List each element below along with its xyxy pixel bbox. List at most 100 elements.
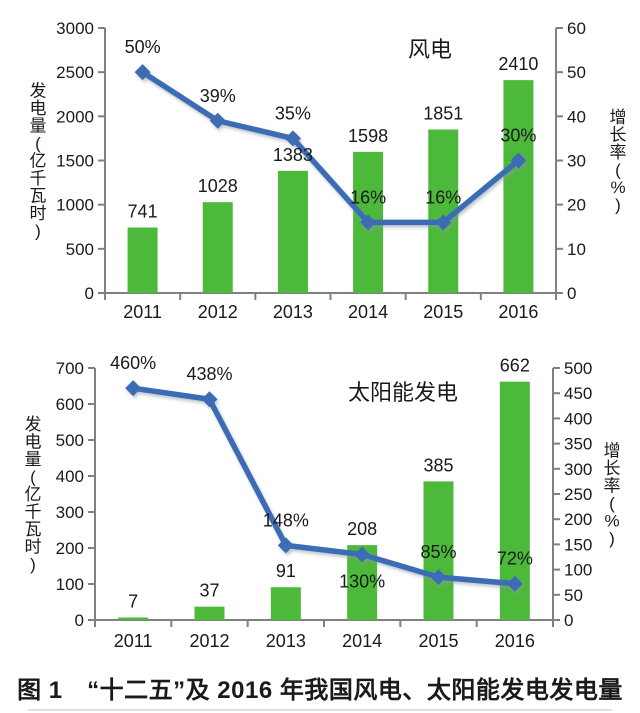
- x-axis-category-label: 2013: [266, 631, 306, 651]
- left-axis-title-char: 千: [30, 169, 47, 188]
- left-axis-title-char: ): [35, 222, 41, 241]
- left-axis-tick-label: 1000: [56, 196, 94, 215]
- right-axis-tick-label: 400: [564, 409, 592, 428]
- left-axis-title-char: 瓦: [30, 187, 47, 206]
- line-marker: [277, 537, 294, 554]
- growth-rate-label: 16%: [425, 187, 461, 207]
- generation-bar: [202, 202, 233, 293]
- growth-rate-label: 16%: [350, 187, 386, 207]
- right-axis-tick-label: 50: [567, 63, 586, 82]
- growth-rate-label: 438%: [186, 364, 232, 384]
- x-axis-category-label: 2016: [498, 302, 538, 322]
- growth-line: [130, 385, 518, 587]
- growth-rate-label: 85%: [420, 542, 456, 562]
- chart-wind: 0 500 1000 1500 2000 2500 3000 0 10 20 30 40 50 60 201…: [30, 19, 627, 322]
- right-axis-tick-label: 40: [567, 107, 586, 126]
- bar-value-label: 741: [128, 202, 158, 222]
- bar-value-label: 91: [276, 561, 296, 581]
- generation-bar: [270, 587, 301, 620]
- right-axis-title-char: ): [615, 195, 621, 214]
- bottom-divider: [28, 709, 612, 711]
- right-axis-tick-label: 150: [564, 535, 592, 554]
- left-axis-tick-label: 0: [85, 284, 94, 303]
- left-axis-title-char: 亿: [25, 485, 42, 504]
- right-axis-tick-label: 100: [564, 561, 592, 580]
- left-axis-tick-label: 2000: [56, 107, 94, 126]
- generation-bar: [127, 227, 158, 293]
- growth-line-group: [134, 64, 527, 231]
- right-axis-tick-label: 60: [567, 19, 586, 38]
- right-axis-title-char: 增: [604, 441, 621, 460]
- left-axis-title-char: 电: [25, 433, 42, 452]
- x-axis-category-label: 2012: [189, 631, 229, 651]
- growth-rate-label: 460%: [110, 353, 156, 373]
- line-marker: [284, 130, 301, 147]
- left-axis-tick-label: 600: [56, 395, 84, 414]
- x-axis-category-label: 2015: [418, 631, 458, 651]
- right-axis-tick-label: 500: [564, 359, 592, 378]
- left-axis-tick-label: 500: [56, 431, 84, 450]
- left-axis-title-char: 量: [25, 450, 42, 469]
- x-axis-category-label: 2012: [198, 302, 238, 322]
- growth-rate-label: 35%: [275, 103, 311, 123]
- bar-value-label: 37: [199, 581, 219, 601]
- left-axis-tick-label: 700: [56, 359, 84, 378]
- bar-value-label: 662: [500, 356, 530, 376]
- right-axis-title-char: 增: [610, 108, 627, 127]
- figure-caption: 图 1 “十二五”及 2016 年我国风电、太阳能发电发电量: [17, 677, 623, 704]
- bar-value-label: 208: [347, 519, 377, 539]
- left-axis-title-char: 时: [25, 538, 42, 557]
- left-axis-title-char: (: [35, 134, 41, 153]
- line-marker: [125, 380, 142, 397]
- left-axis-title-char: ): [30, 555, 36, 574]
- right-axis-title-char: (: [615, 160, 621, 179]
- right-axis-title-char: 率: [604, 476, 621, 495]
- right-axis-tick-label: 20: [567, 196, 586, 215]
- bar-value-label: 2410: [498, 54, 538, 74]
- left-axis-tick-label: 0: [75, 611, 84, 630]
- bar-value-label: 1028: [198, 176, 238, 196]
- chart-title: 风电: [408, 37, 452, 62]
- x-axis-category-label: 2014: [348, 302, 388, 322]
- growth-line-group: [125, 380, 523, 592]
- growth-rate-label: 50%: [125, 37, 161, 57]
- generation-bar: [503, 80, 534, 293]
- left-axis-title-char: 亿: [30, 152, 47, 171]
- growth-rate-label: 72%: [497, 549, 533, 569]
- growth-rate-label: 148%: [263, 510, 309, 530]
- right-axis-tick-label: 0: [564, 611, 573, 630]
- right-axis-title-char: (: [609, 494, 615, 513]
- left-axis-title-char: 瓦: [25, 520, 42, 539]
- right-axis-title-char: %: [604, 511, 619, 530]
- left-axis-title-char: 量: [30, 117, 47, 136]
- line-marker: [354, 546, 371, 563]
- line-marker: [201, 391, 218, 408]
- right-axis-tick-label: 250: [564, 485, 592, 504]
- left-axis-title-char: 时: [30, 204, 47, 223]
- left-axis-title-char: 千: [25, 503, 42, 522]
- left-axis-title-char: (: [30, 468, 36, 487]
- generation-bar: [194, 606, 225, 620]
- right-axis-tick-label: 300: [564, 460, 592, 479]
- left-axis-tick-label: 2500: [56, 63, 94, 82]
- chart-solar: 0 100 200 300 400 500 600 700 0 50 100 150 200 250 300…: [25, 353, 621, 651]
- right-axis-title-char: ): [609, 529, 615, 548]
- line-marker: [506, 575, 523, 592]
- line-marker: [360, 214, 377, 231]
- bar-value-label: 7: [128, 591, 138, 611]
- growth-rate-label: 130%: [339, 571, 385, 591]
- x-axis-category-label: 2014: [342, 631, 382, 651]
- right-axis-tick-label: 10: [567, 240, 586, 259]
- generation-bar: [423, 481, 454, 620]
- chart-title: 太阳能发电: [348, 380, 458, 405]
- x-axis-category-label: 2011: [114, 631, 153, 651]
- left-axis-tick-label: 100: [56, 575, 84, 594]
- growth-line: [139, 69, 522, 226]
- charts-canvas: 0500100015002000250030000102030405060201…: [25, 19, 627, 651]
- bar-value-label: 1383: [273, 145, 313, 165]
- left-axis-tick-label: 1500: [56, 152, 94, 171]
- line-marker: [430, 569, 447, 586]
- line-marker: [209, 112, 226, 129]
- left-axis-title-char: 发: [30, 82, 47, 101]
